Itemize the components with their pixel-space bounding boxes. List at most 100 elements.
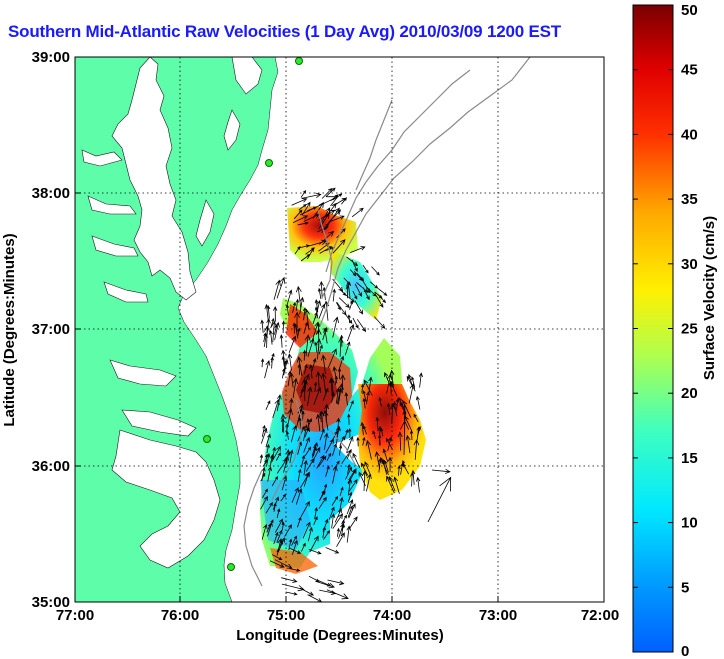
velocity-arrow [322, 387, 329, 401]
velocity-arrow [338, 355, 345, 370]
velocity-arrow [346, 280, 351, 299]
colorbar-tick-label: 50 [681, 2, 698, 19]
velocity-arrow [345, 466, 352, 480]
velocity-arrow [329, 215, 345, 223]
velocity-arrow [362, 425, 367, 435]
x-tick-label: 72:00 [581, 607, 619, 624]
velocity-arrow [299, 196, 339, 216]
y-tick-label: 38:00 [32, 185, 70, 202]
velocity-arrow [352, 452, 361, 468]
velocity-arrow [276, 529, 283, 543]
velocity-arrow [402, 399, 412, 418]
velocity-arrow [323, 483, 328, 493]
velocity-arrow [264, 303, 270, 321]
velocity-arrow [393, 476, 400, 494]
velocity-arrow [304, 379, 308, 392]
velocity-arrow [322, 410, 329, 431]
velocity-arrow [315, 413, 321, 432]
velocity-arrow [297, 327, 301, 337]
colorbar-tick-label: 35 [681, 191, 698, 208]
velocity-arrow [415, 476, 421, 493]
velocity-arrow [363, 379, 373, 396]
velocity-arrow [301, 410, 305, 421]
velocity-arrow [273, 279, 281, 300]
velocity-arrow [297, 516, 302, 528]
velocity-arrow [327, 579, 345, 586]
y-tick-label: 37:00 [32, 321, 70, 338]
grid-lines [75, 57, 604, 602]
velocity-arrow [291, 487, 299, 503]
x-tick-label: 77:00 [56, 607, 94, 624]
velocity-arrow [272, 398, 280, 419]
velocity-arrow [291, 535, 297, 546]
velocity-arrow [269, 560, 285, 568]
velocity-arrow [266, 523, 272, 533]
velocity-arrow [328, 506, 335, 520]
velocity-arrow [331, 495, 339, 506]
velocity-arrow [307, 418, 312, 427]
velocity-arrow [318, 496, 327, 509]
velocity-arrow [272, 446, 276, 460]
velocity-arrow [264, 359, 271, 379]
velocity-arrow [303, 424, 309, 442]
colorbar-tick-label: 45 [681, 62, 698, 79]
velocity-arrow [411, 376, 416, 388]
velocity-arrow [323, 432, 329, 451]
velocity-arrow [318, 580, 332, 587]
colorbar-tick-label: 0 [681, 643, 689, 659]
velocity-arrow [302, 307, 307, 321]
velocity-arrow [281, 320, 286, 334]
velocity-arrow [331, 513, 336, 529]
velocity-arrow [267, 466, 272, 482]
map-title: Southern Mid-Atlantic Raw Velocities (1 … [8, 22, 561, 41]
y-tick-label: 39:00 [32, 49, 70, 66]
velocity-arrow [275, 452, 281, 461]
velocity-arrow [271, 475, 278, 487]
velocity-arrow [347, 413, 351, 425]
velocity-arrow [288, 335, 297, 354]
velocity-arrow [302, 521, 311, 539]
velocity-arrow [321, 187, 333, 199]
velocity-arrow [327, 207, 340, 225]
velocity-arrow [364, 461, 372, 477]
velocity-arrow [314, 306, 319, 319]
velocity-arrow [360, 462, 369, 476]
velocity-arrow [304, 446, 312, 457]
colorbar-tick-label: 20 [681, 385, 698, 402]
velocity-arrow [271, 320, 277, 343]
velocity-arrow [343, 292, 355, 303]
velocity-arrow [272, 554, 283, 561]
velocity-arrow [374, 316, 386, 329]
velocity-arrow [427, 476, 452, 523]
velocity-arrow [270, 317, 275, 329]
velocity-arrow [399, 401, 407, 415]
velocity-arrow [300, 500, 310, 517]
velocity-arrow [262, 459, 268, 468]
velocity-arrow [336, 302, 341, 311]
velocity-arrow [371, 266, 380, 276]
velocity-arrow [265, 433, 271, 448]
velocity-arrow [281, 577, 298, 583]
velocity-arrow [262, 488, 268, 499]
colorbar-label: Surface Velocity (cm/s) [701, 216, 718, 380]
velocity-arrow [292, 215, 309, 223]
velocity-arrow [418, 372, 423, 388]
velocity-arrow [307, 338, 315, 357]
velocity-arrow [350, 246, 366, 253]
velocity-arrow [354, 300, 364, 315]
velocity-arrow [274, 324, 278, 335]
velocity-arrow [314, 341, 318, 353]
velocity-arrow [273, 305, 278, 322]
velocity-arrow [362, 390, 367, 402]
velocity-arrow [362, 436, 366, 446]
velocity-arrow [378, 396, 382, 407]
velocity-arrow [347, 491, 353, 503]
velocity-arrow [292, 322, 296, 334]
velocity-arrow [334, 375, 338, 386]
velocity-arrow [299, 587, 314, 596]
velocity-arrow [319, 280, 324, 299]
velocity-arrow [347, 478, 353, 496]
velocity-arrow [292, 377, 299, 398]
velocity-arrow [410, 472, 415, 487]
